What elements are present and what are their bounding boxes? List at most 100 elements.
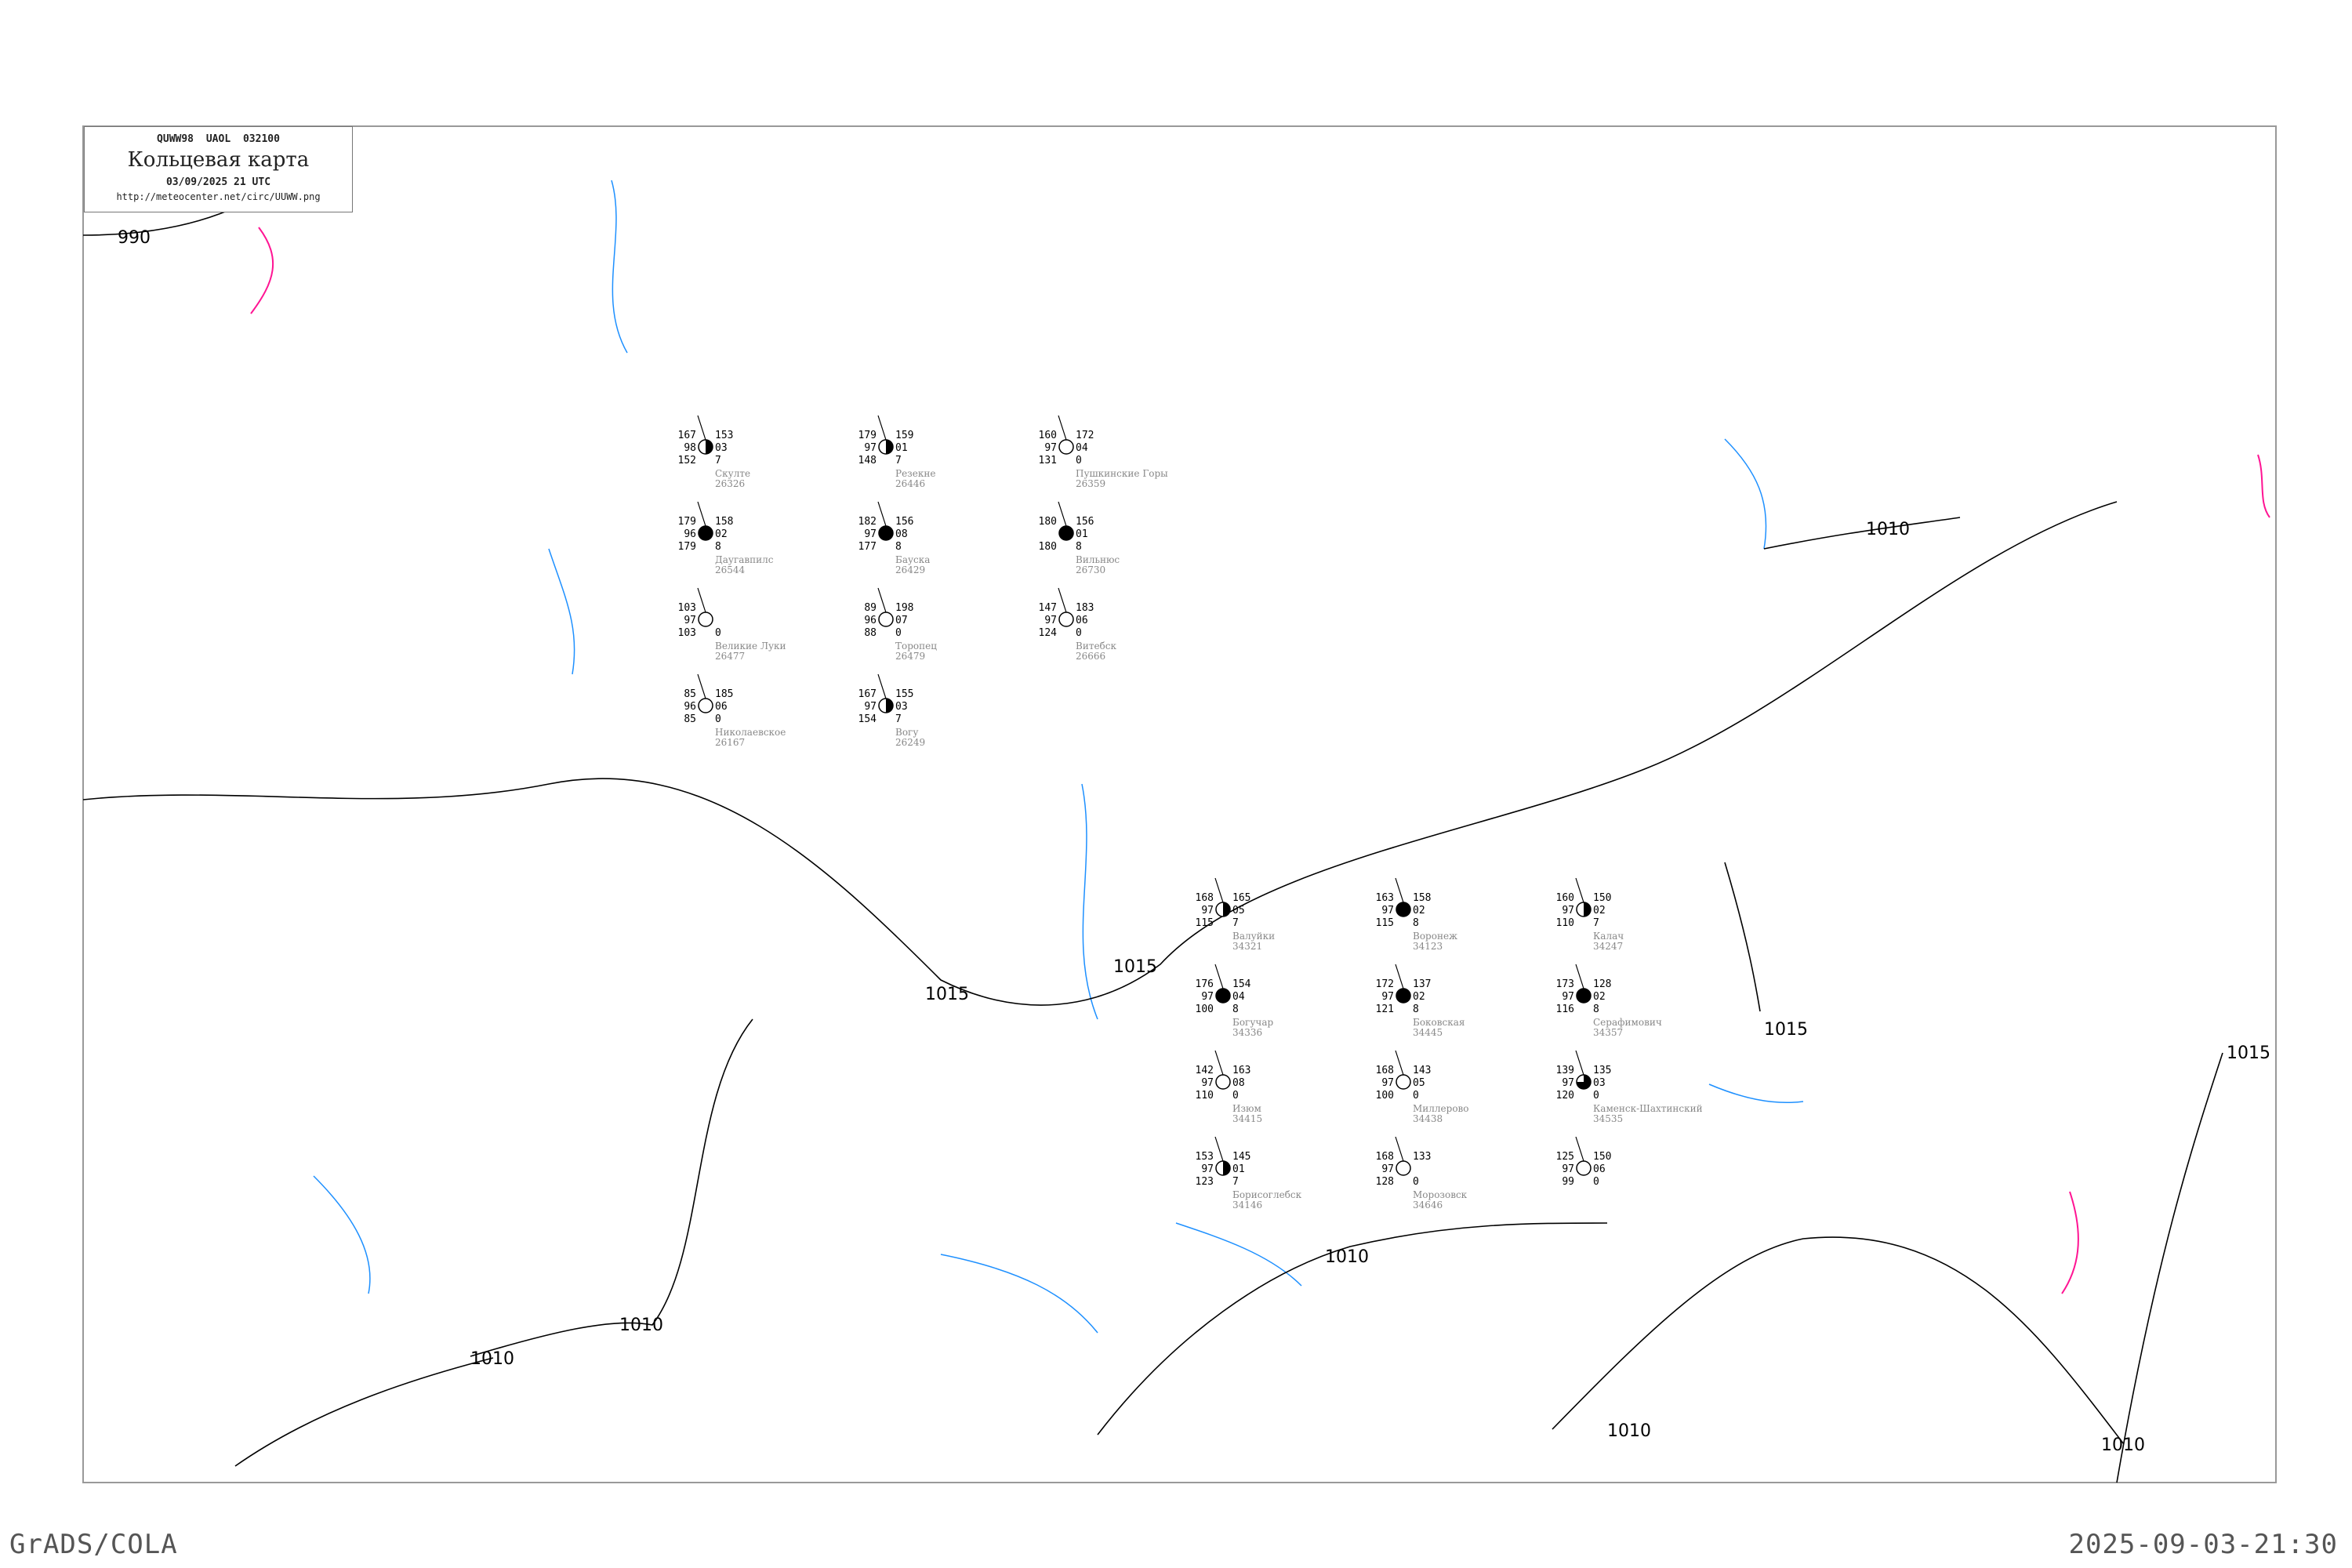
station-value-tl: 125 — [1556, 1151, 1574, 1163]
cloud-cover-icon — [878, 612, 894, 627]
station-name: Витебск — [1076, 641, 1117, 652]
station-index: 26429 — [895, 564, 925, 575]
station-value-mr: 03 — [1593, 1077, 1606, 1089]
wind-barb-icon — [877, 415, 887, 441]
station-value-tr: 172 — [1076, 430, 1094, 441]
station-value-ml: 97 — [864, 701, 877, 713]
station-value-ml: 97 — [1044, 442, 1057, 454]
isobar-label: 1015 — [2227, 1044, 2270, 1063]
wind-barb-icon — [1575, 1050, 1584, 1076]
station-value-ml: 97 — [1562, 1077, 1574, 1089]
station-value-mr: 06 — [1076, 615, 1088, 626]
station-value-ml: 96 — [684, 528, 696, 540]
station-value-tr: 159 — [895, 430, 913, 441]
station-index: 34646 — [1413, 1200, 1443, 1210]
front-line — [250, 227, 274, 314]
station-index: 26730 — [1076, 564, 1105, 575]
station-value-br: 0 — [895, 627, 902, 639]
station-value-tl: 179 — [858, 430, 877, 441]
station-index: 26167 — [715, 737, 745, 748]
map-url[interactable]: http://meteocenter.net/circ/UUWW.png — [116, 191, 321, 202]
station-value-mr: 03 — [895, 701, 908, 713]
title-box: QUWW98 UAOL 032100 Кольцевая карта 03/09… — [84, 126, 353, 212]
isobar-labels: 9901010101510151015101010101010101010101… — [118, 228, 2270, 1455]
station-value-br: 0 — [1593, 1176, 1599, 1188]
station-name: Вильнюс — [1076, 554, 1120, 565]
wind-barb-icon — [1575, 964, 1584, 989]
isobar-line — [82, 501, 2118, 1006]
station-index: 34321 — [1232, 941, 1262, 952]
station-value-tr: 156 — [895, 516, 913, 528]
station-value-br: 0 — [715, 627, 721, 639]
isobar-label: 990 — [118, 228, 151, 248]
station-value-ml: 97 — [1562, 991, 1574, 1003]
isobar-line — [470, 1018, 753, 1357]
station-value-ml: 96 — [684, 701, 696, 713]
station-value-mr: 01 — [895, 442, 908, 454]
cloud-fill — [886, 699, 893, 713]
wind-barb-icon — [1214, 877, 1224, 903]
wind-barb-icon — [1575, 877, 1584, 903]
map-frame — [82, 125, 2277, 1483]
station-name: Даугавпилс — [715, 554, 774, 565]
station-index: 26446 — [895, 478, 925, 489]
cloud-fill — [1577, 989, 1591, 1003]
station-value-tl: 103 — [678, 602, 696, 614]
station-value-tl: 142 — [1196, 1065, 1214, 1076]
station-name: Резекне — [895, 468, 935, 479]
station-index: 34535 — [1593, 1113, 1623, 1124]
station-value-ml: 98 — [684, 442, 696, 454]
station-value-tr: 135 — [1593, 1065, 1611, 1076]
station-value-bl: 121 — [1376, 1004, 1394, 1015]
station-value-mr: 01 — [1076, 528, 1088, 540]
map-title: Кольцевая карта — [127, 148, 310, 172]
station-value-bl: 131 — [1039, 455, 1057, 466]
station-value-mr: 03 — [715, 442, 728, 454]
station-value-ml: 97 — [1381, 991, 1394, 1003]
isobar-label: 1010 — [2101, 1436, 2145, 1455]
station-value-tl: 172 — [1376, 978, 1394, 990]
station-value-tr: 163 — [1232, 1065, 1250, 1076]
station-value-ml: 97 — [1201, 905, 1214, 916]
station-value-bl: 116 — [1556, 1004, 1574, 1015]
station-value-tr: 145 — [1232, 1151, 1250, 1163]
station-value-ml: 97 — [1044, 615, 1057, 626]
bulletin-code: QUWW98 UAOL 032100 — [157, 133, 280, 145]
station-value-tl: 160 — [1039, 430, 1057, 441]
isobar-label: 1015 — [1764, 1020, 1808, 1040]
station-value-bl: 177 — [858, 541, 877, 553]
station-value-tl: 167 — [858, 688, 877, 700]
station-value-tr: 143 — [1413, 1065, 1431, 1076]
wind-barb-icon — [697, 415, 706, 441]
cloud-fill — [886, 440, 893, 454]
station-index: 26249 — [895, 737, 925, 748]
footer-software: GrADS/COLA — [9, 1529, 178, 1560]
station-value-br: 8 — [1413, 917, 1419, 929]
station-index: 26666 — [1076, 651, 1105, 662]
station-value-tl: 179 — [678, 516, 696, 528]
